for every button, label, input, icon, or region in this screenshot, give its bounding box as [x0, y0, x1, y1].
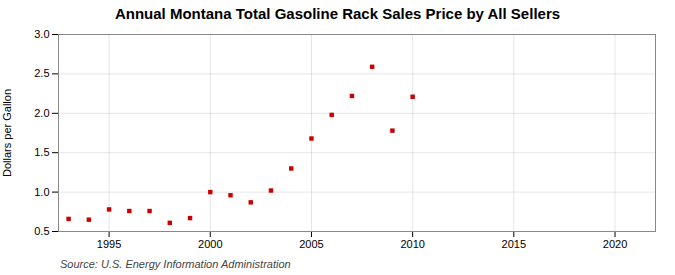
svg-text:2015: 2015 — [502, 238, 526, 250]
svg-text:1.0: 1.0 — [34, 186, 49, 198]
svg-text:2.5: 2.5 — [34, 67, 49, 79]
svg-text:Dollars per Gallon: Dollars per Gallon — [1, 89, 13, 177]
html-text:Source: U.S. Energy Informatio: Source: U.S. Energy Information Administ… — [60, 258, 291, 270]
svg-text:2.0: 2.0 — [34, 107, 49, 119]
svg-text:3.0: 3.0 — [34, 28, 49, 40]
svg-text:2000: 2000 — [198, 238, 222, 250]
svg-text:1995: 1995 — [97, 238, 121, 250]
svg-text:2010: 2010 — [400, 238, 424, 250]
svg-text:2020: 2020 — [603, 238, 627, 250]
svg-text:0.5: 0.5 — [34, 225, 49, 237]
svg-text:2005: 2005 — [299, 238, 323, 250]
svg-text:1.5: 1.5 — [34, 146, 49, 158]
html-text:Annual Montana Total Gasoline: Annual Montana Total Gasoline Rack Sales… — [114, 5, 561, 22]
